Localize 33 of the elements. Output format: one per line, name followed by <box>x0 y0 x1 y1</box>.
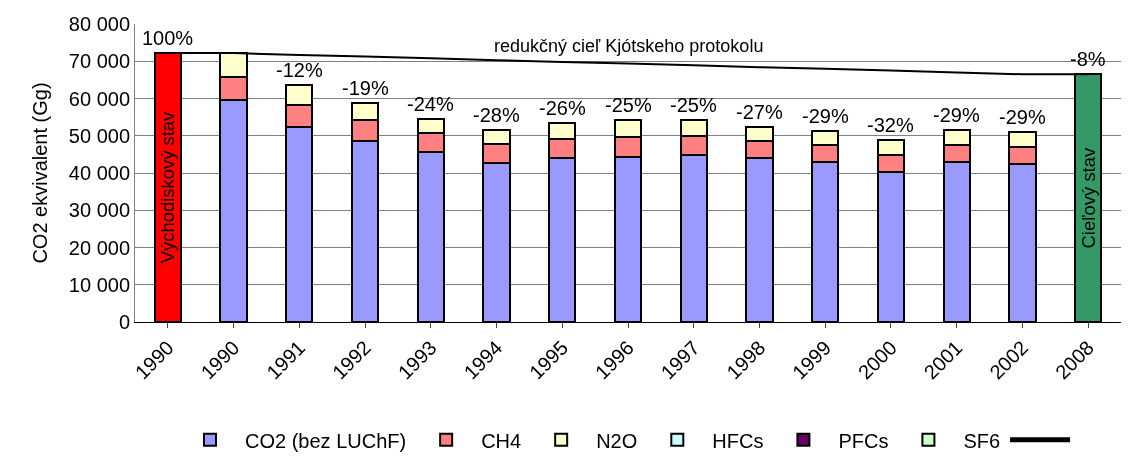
y-tick-label: 70 000 <box>68 50 130 73</box>
annotation: -24% <box>407 93 454 115</box>
annotation: -29% <box>802 105 849 127</box>
y-tick-label: 30 000 <box>68 199 130 222</box>
annotation: -28% <box>473 104 520 126</box>
series-label: Cieľový stav <box>1077 147 1099 249</box>
y-tick-label: 80 000 <box>68 13 130 35</box>
annotation: -25% <box>670 94 717 116</box>
series-label: Východiskový stav <box>157 110 179 264</box>
legend-label: CO2 (bez LUChF) <box>245 429 407 452</box>
annotation: -25% <box>605 94 652 116</box>
annotation: -29% <box>933 104 980 126</box>
annotation: -32% <box>867 114 914 136</box>
legend-label: PFCs <box>838 429 889 452</box>
y-tick-label: 60 000 <box>68 87 130 110</box>
y-tick-label: 10 000 <box>68 273 130 296</box>
annotation: -26% <box>539 97 586 119</box>
annotation: redukčný cieľ Kjótskeho protokolu <box>494 36 764 56</box>
legend-label: HFCs <box>712 429 764 452</box>
annotation: -29% <box>999 106 1046 128</box>
annotation: -27% <box>736 101 783 123</box>
y-axis-title: CO2 ekvivalent (Gg) <box>29 82 52 264</box>
annotation: -8% <box>1070 48 1106 70</box>
annotation: -12% <box>276 59 323 81</box>
legend-label: N2O <box>596 429 638 452</box>
annotation: -19% <box>342 77 389 99</box>
legend-label: SF6 <box>963 429 1001 452</box>
y-tick-label: 20 000 <box>68 236 130 259</box>
y-tick-label: 40 000 <box>68 162 130 184</box>
y-tick-label: 50 000 <box>68 124 130 147</box>
legend-label: CH4 <box>481 429 522 452</box>
y-tick-label: 0 <box>118 311 130 333</box>
annotation: 100% <box>142 27 194 49</box>
